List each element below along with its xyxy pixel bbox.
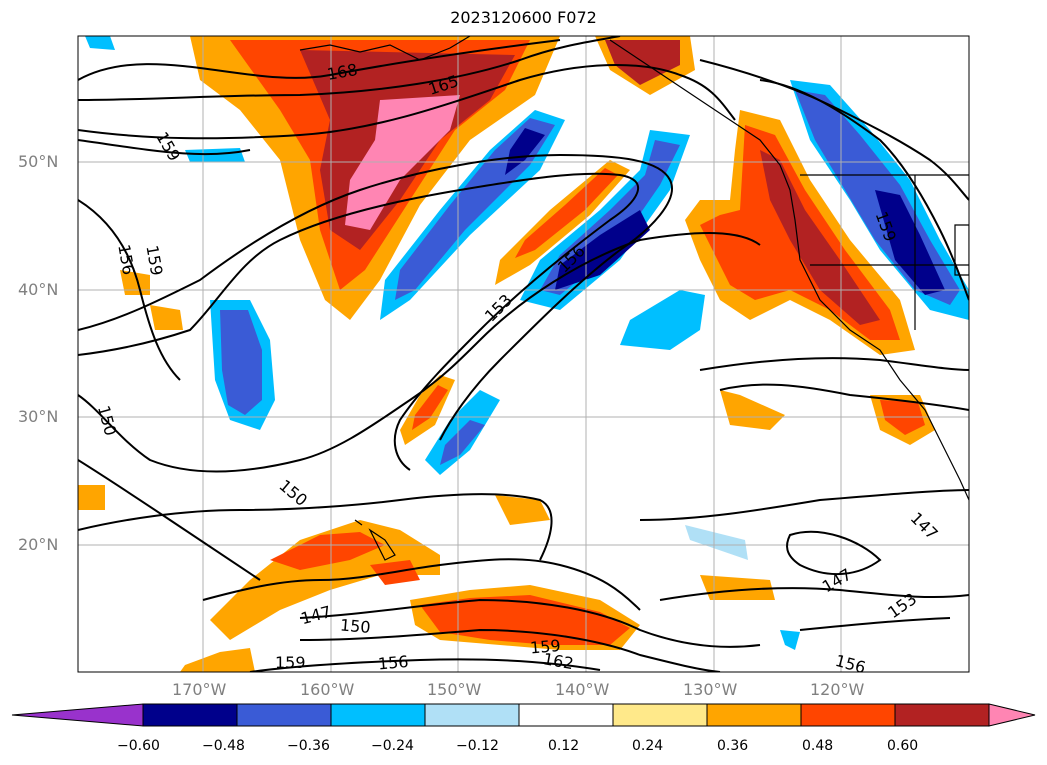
colorbar-tick-label: 0.12 (548, 738, 580, 754)
lon-label: 120°W (810, 680, 865, 699)
negative-anomaly-region (685, 525, 748, 560)
lat-label: 50°N (18, 152, 59, 171)
positive-anomaly-region (495, 495, 550, 525)
map-title: 2023120600 F072 (450, 8, 597, 27)
colorbar-tick-label: 0.60 (887, 738, 919, 754)
lon-label: 130°W (683, 680, 738, 699)
contour-label: 156 (377, 652, 409, 674)
coastlines (299, 36, 969, 561)
negative-anomaly-region (505, 128, 545, 175)
colorbar-tick-label: −0.24 (371, 738, 414, 754)
negative-anomaly-region (85, 36, 115, 50)
contour-label: 159 (529, 636, 561, 658)
positive-anomaly-region (420, 595, 630, 645)
positive-anomaly-region (412, 385, 448, 430)
colorbar-tick-label: 0.36 (717, 738, 749, 754)
contour-label: 162 (542, 649, 575, 673)
positive-anomaly-region (78, 485, 105, 510)
colorbar (11, 703, 1036, 727)
colorbar-segment (330, 703, 426, 727)
contour-label: 159 (142, 244, 166, 277)
contour-label: 156 (833, 651, 867, 677)
colorbar-tick-label: −0.36 (287, 738, 330, 754)
height-contours (78, 36, 969, 672)
contour-label: 156 (114, 243, 138, 276)
colorbar-segment (800, 703, 896, 727)
contour-label: 150 (275, 476, 311, 510)
positive-anomaly-region (120, 270, 150, 295)
lon-label: 170°W (172, 680, 227, 699)
negative-anomaly-region (555, 210, 650, 290)
contour-label: 150 (94, 403, 120, 437)
colorbar-segment (706, 703, 802, 727)
negative-anomaly-region (220, 310, 262, 415)
positive-anomaly-region (180, 648, 255, 672)
positive-anomaly-region (760, 150, 880, 325)
colorbar-tick-label: 0.48 (802, 738, 834, 754)
lon-label: 160°W (300, 680, 355, 699)
colorbar-segment (612, 703, 708, 727)
colorbar-segment (236, 703, 332, 727)
colorbar-segment (142, 703, 238, 727)
contour-label: 159 (152, 129, 184, 165)
negative-anomaly-region (780, 630, 800, 650)
map-frame (77, 35, 970, 673)
positive-anomaly-region (270, 532, 385, 570)
colorbar-tick-label: −0.48 (202, 738, 245, 754)
colorbar-extend-low (11, 703, 144, 727)
contour-label: 159 (275, 653, 306, 672)
positive-anomaly-region (720, 390, 785, 430)
negative-anomaly-region (875, 190, 945, 295)
lat-label: 40°N (18, 280, 59, 299)
colorbar-tick-label: 0.24 (632, 738, 664, 754)
lat-label: 30°N (18, 407, 59, 426)
colorbar-extend-high (988, 703, 1036, 727)
colorbar-segment (424, 703, 520, 727)
contour-label: 153 (481, 290, 516, 325)
lon-label: 140°W (555, 680, 610, 699)
positive-anomaly-region (515, 168, 618, 258)
lat-label: 20°N (18, 535, 59, 554)
lon-label: 150°W (427, 680, 482, 699)
colorbar-tick-label: −0.12 (456, 738, 499, 754)
negative-anomaly-region (620, 290, 705, 350)
colorbar-tick-label: −0.60 (117, 738, 160, 754)
positive-anomaly-region (150, 305, 183, 330)
colorbar-segment (894, 703, 990, 727)
contour-label: 150 (339, 615, 371, 637)
colorbar-segment (518, 703, 614, 727)
contour-label: 147 (299, 602, 333, 628)
negative-anomaly-region (440, 420, 485, 465)
contour-label: 147 (907, 508, 942, 543)
negative-anomaly-region (185, 148, 245, 162)
positive-anomaly-region (700, 575, 775, 600)
